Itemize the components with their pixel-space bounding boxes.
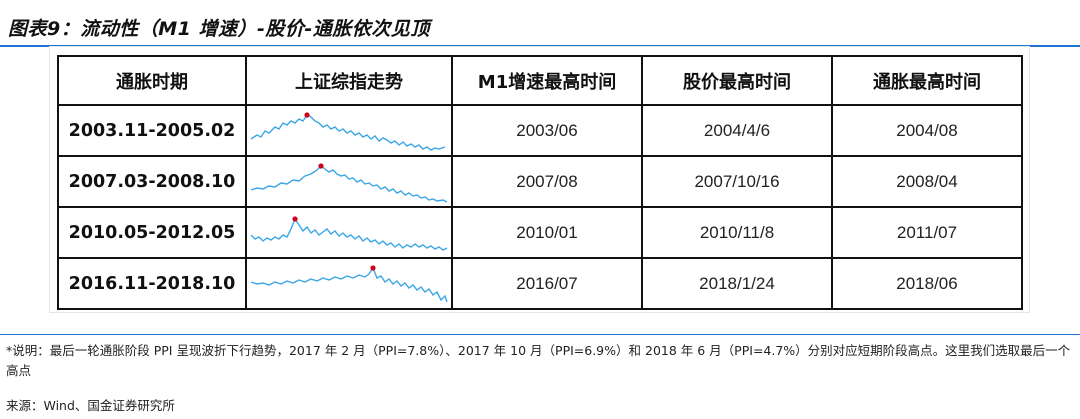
period-cell: 2010.05-2012.05	[57, 206, 247, 259]
trend-cell	[245, 155, 453, 208]
trend-cell	[245, 206, 453, 259]
index-sparkline	[250, 264, 448, 302]
table-frame: 通胀时期 上证综指走势 M1增速最高时间 股价最高时间 通胀最高时间 2003.…	[50, 47, 1029, 312]
sparkline-path	[250, 266, 448, 302]
stock-peak-cell: 2018/1/24	[641, 257, 833, 310]
table-row: 2007.03-2008.10 2007/08 2007/10/16 2008/…	[57, 155, 1023, 208]
footnote-text: *说明：最后一轮通胀阶段 PPI 呈现波折下行趋势，2017 年 2 月（PPI…	[6, 343, 1071, 378]
table-row: 2010.05-2012.05 2010/01 2010/11/8 2011/0…	[57, 206, 1023, 259]
sparkline-path	[250, 164, 448, 203]
index-sparkline	[250, 111, 446, 151]
sparkline-path	[250, 113, 446, 151]
trend-cell	[245, 257, 453, 310]
header-cpi-peak: 通胀最高时间	[831, 55, 1023, 106]
peak-marker	[318, 162, 324, 169]
header-index-trend: 上证综指走势	[245, 55, 453, 106]
trend-cell	[245, 104, 453, 157]
index-sparkline	[250, 215, 448, 251]
title-divider	[0, 45, 1080, 47]
peak-marker	[304, 111, 310, 118]
header-m1-peak: M1增速最高时间	[451, 55, 643, 106]
m1-peak-cell: 2007/08	[451, 155, 643, 208]
period-cell: 2016.11-2018.10	[57, 257, 247, 310]
m1-peak-cell: 2003/06	[451, 104, 643, 157]
peak-timing-table: 通胀时期 上证综指走势 M1增速最高时间 股价最高时间 通胀最高时间 2003.…	[57, 55, 1023, 310]
period-cell: 2007.03-2008.10	[57, 155, 247, 208]
table-row: 2016.11-2018.10 2016/07 2018/1/24 2018/0…	[57, 257, 1023, 310]
stock-peak-cell: 2007/10/16	[641, 155, 833, 208]
source-text: 来源：Wind、国金证券研究所	[6, 398, 175, 413]
period-cell: 2003.11-2005.02	[57, 104, 247, 157]
cpi-peak-cell: 2018/06	[831, 257, 1023, 310]
table-header-row: 通胀时期 上证综指走势 M1增速最高时间 股价最高时间 通胀最高时间	[57, 55, 1023, 106]
sparkline-path	[250, 217, 448, 251]
m1-peak-cell: 2016/07	[451, 257, 643, 310]
index-sparkline	[250, 162, 448, 203]
cpi-peak-cell: 2011/07	[831, 206, 1023, 259]
cpi-peak-cell: 2004/08	[831, 104, 1023, 157]
figure-title: 图表9：流动性（M1 增速）-股价-通胀依次见顶	[8, 18, 430, 40]
cpi-peak-cell: 2008/04	[831, 155, 1023, 208]
header-period: 通胀时期	[57, 55, 247, 106]
header-stock-peak: 股价最高时间	[641, 55, 833, 106]
stock-peak-cell: 2010/11/8	[641, 206, 833, 259]
footnote-divider	[0, 334, 1080, 335]
stock-peak-cell: 2004/4/6	[641, 104, 833, 157]
peak-marker	[370, 264, 376, 271]
table-row: 2003.11-2005.02 2003/06 2004/4/6 2004/08	[57, 104, 1023, 157]
peak-marker	[292, 215, 298, 222]
m1-peak-cell: 2010/01	[451, 206, 643, 259]
